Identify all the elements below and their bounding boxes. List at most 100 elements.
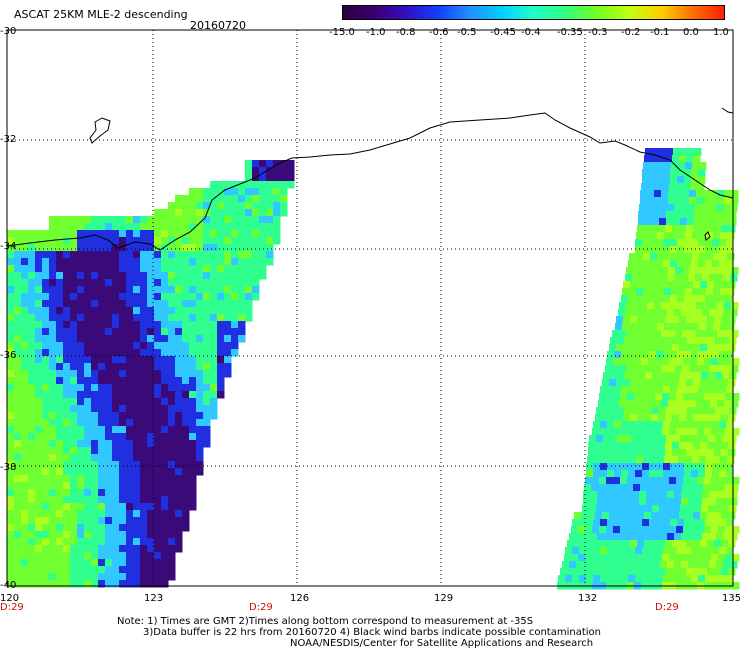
data-cell [126,496,134,504]
data-cell [189,412,197,420]
data-cell [696,365,704,373]
data-cell [126,223,134,231]
data-cell [91,503,99,511]
data-cell [112,510,120,518]
data-cell [574,512,582,520]
data-cell [632,309,640,317]
data-cell [672,379,680,387]
data-cell [660,561,668,569]
data-cell [266,251,274,259]
data-cell [63,377,71,385]
data-cell [28,566,36,574]
data-cell [7,405,15,413]
data-cell [182,223,190,231]
data-cell [168,419,176,427]
data-cell [168,251,176,259]
data-cell [711,526,719,534]
data-cell [690,554,698,562]
data-cell [703,365,711,373]
data-cell [56,447,64,455]
data-cell [732,554,740,562]
data-cell [594,456,602,464]
data-cell [56,237,64,245]
data-cell [714,344,722,352]
data-cell [661,302,669,310]
data-cell [154,230,162,238]
data-cell [133,440,141,448]
data-cell [590,561,598,569]
data-cell [644,225,652,233]
data-cell [707,442,715,450]
data-cell [280,209,288,217]
data-cell [21,328,29,336]
data-cell [77,524,85,532]
data-cell [639,274,647,282]
data-cell [673,407,681,415]
data-cell [154,370,162,378]
data-cell [652,337,660,345]
data-cell [28,244,36,252]
data-cell [140,580,148,588]
data-cell [21,398,29,406]
data-cell [154,300,162,308]
data-cell [558,575,566,583]
data-cell [21,447,29,455]
data-cell [702,309,710,317]
data-cell [189,209,197,217]
data-cell [691,519,699,527]
data-cell [14,503,22,511]
data-cell [147,307,155,315]
data-cell [182,272,190,280]
data-cell [182,454,190,462]
data-cell [14,580,22,588]
data-cell [252,237,260,245]
data-cell [70,510,78,518]
data-cell [147,496,155,504]
data-cell [98,503,106,511]
data-cell [189,363,197,371]
data-cell [119,328,127,336]
data-cell [196,328,204,336]
data-cell [133,573,141,581]
data-cell [608,456,616,464]
data-cell [105,440,113,448]
data-cell [668,484,676,492]
data-cell [716,274,724,282]
data-cell [259,223,267,231]
data-cell [668,190,676,198]
data-cell [616,316,624,324]
data-cell [677,260,685,268]
data-cell [63,335,71,343]
data-cell [579,547,587,555]
data-cell [77,342,85,350]
data-cell [14,286,22,294]
data-cell [707,281,715,289]
data-cell [126,517,134,525]
data-cell [7,573,15,581]
data-cell [674,533,682,541]
data-cell [126,370,134,378]
data-cell [28,237,36,245]
data-cell [168,510,176,518]
data-cell [70,293,78,301]
data-cell [711,428,719,436]
data-cell [126,461,134,469]
data-cell [42,391,50,399]
data-cell [119,349,127,357]
data-cell [681,274,689,282]
data-cell [168,258,176,266]
data-cell [584,484,592,492]
data-cell [727,323,735,331]
data-cell [724,267,732,275]
data-cell [644,512,652,520]
data-cell [588,512,596,520]
data-cell [660,274,668,282]
data-cell [607,547,615,555]
data-cell [245,209,253,217]
data-cell [616,568,624,576]
data-cell [672,442,680,450]
data-cell [703,197,711,205]
data-cell [119,503,127,511]
data-cell [696,330,704,338]
data-cell [238,237,246,245]
